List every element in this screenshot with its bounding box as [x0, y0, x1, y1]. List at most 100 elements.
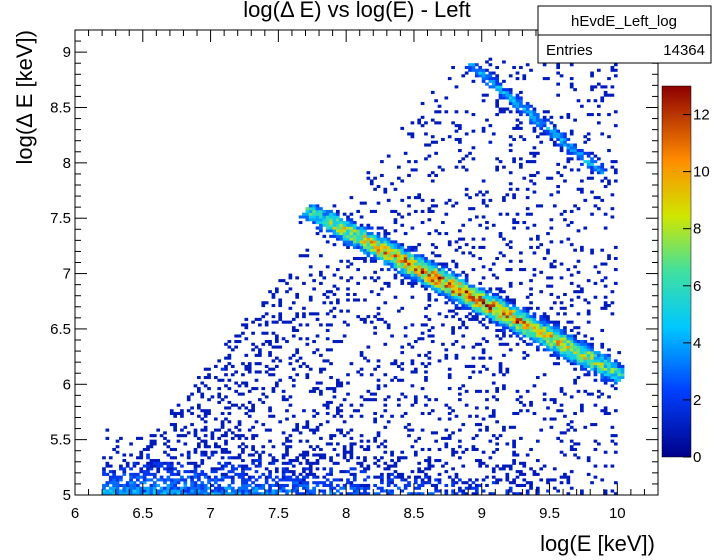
heatmap-cell-719	[271, 320, 276, 324]
heatmap-cell-2278	[471, 287, 476, 291]
heatmap-cell-3021	[546, 129, 550, 133]
heatmap-cell-2751	[519, 409, 523, 413]
heatmap-cell-1262	[349, 232, 354, 236]
heatmap-cell-1010	[319, 370, 323, 374]
heatmap-cell-1854	[424, 315, 428, 319]
heatmap-cell-1837	[420, 198, 425, 202]
heatmap-cell-1774	[413, 265, 418, 269]
heatmap-cell-1374	[366, 492, 371, 495]
heatmap-cell-214	[169, 456, 174, 460]
heatmap-cell-2241	[468, 306, 472, 310]
heatmap-cell-1484	[380, 486, 384, 490]
heatmap-cell-2527	[495, 65, 499, 70]
heatmap-cell-3346	[580, 151, 584, 155]
heatmap-cell-2739	[515, 101, 520, 106]
heatmap-cell-340	[200, 428, 205, 432]
heatmap-cell-297	[193, 483, 198, 487]
heatmap-cell-3473	[596, 196, 601, 200]
heatmap-cell-3153	[559, 140, 564, 144]
heatmap-cell-2692	[512, 306, 516, 310]
heatmap-cell-1601	[393, 273, 398, 277]
heatmap-cell-2309	[474, 309, 479, 313]
heatmap-cell-2619	[505, 304, 510, 308]
heatmap-cell-1704	[407, 281, 411, 285]
heatmap-cell-1859	[424, 279, 428, 283]
heatmap-cell-958	[312, 414, 316, 418]
heatmap-cell-1642	[400, 478, 405, 482]
heatmap-cell-1305	[356, 256, 361, 261]
heatmap-cell-3443	[593, 364, 598, 368]
x-tick-label-4: 8	[342, 505, 350, 522]
heatmap-cell-818	[291, 486, 296, 490]
heatmap-cell-1508	[383, 461, 388, 465]
heatmap-cell-3252	[569, 143, 574, 147]
heatmap-cell-2213	[464, 301, 469, 305]
heatmap-cell-2374	[481, 290, 486, 294]
heatmap-cell-404	[213, 428, 218, 432]
heatmap-cell-1014	[319, 281, 323, 285]
heatmap-cell-2956	[539, 315, 544, 319]
heatmap-cell-3342	[580, 179, 584, 183]
heatmap-cell-2673	[512, 478, 516, 482]
heatmap-cell-3092	[556, 409, 560, 413]
heatmap-cell-1339	[359, 232, 364, 236]
heatmap-cell-1370	[363, 232, 367, 236]
heatmap-cell-2627	[505, 107, 510, 111]
heatmap-cell-657	[261, 423, 266, 427]
heatmap-cell-1503	[380, 226, 384, 230]
heatmap-cell-2799	[522, 312, 527, 316]
heatmap-cell-3184	[563, 143, 567, 147]
heatmap-cell-243	[176, 434, 181, 438]
heatmap-cell-2924	[535, 334, 540, 338]
heatmap-cell-1986	[437, 276, 442, 280]
heatmap-cell-1287	[352, 234, 357, 238]
heatmap-cell-3020	[546, 132, 550, 136]
heatmap-cell-3003	[546, 342, 550, 346]
heatmap-cell-2212	[464, 304, 469, 308]
heatmap-cell-3527	[603, 362, 608, 366]
heatmap-cell-3551	[607, 370, 611, 374]
heatmap-cell-1294	[356, 489, 361, 493]
heatmap-cell-2377	[481, 265, 486, 269]
heatmap-cell-3552	[607, 367, 611, 371]
heatmap-cell-2522	[495, 85, 499, 89]
heatmap-cell-1980	[437, 292, 442, 297]
heatmap-cell-1844	[424, 467, 428, 471]
heatmap-cell-1701	[407, 428, 411, 432]
heatmap-cell-1189	[342, 456, 347, 460]
heatmap-cell-3226	[569, 395, 574, 399]
heatmap-cell-637	[258, 475, 262, 479]
heatmap-cell-3173	[563, 334, 567, 338]
heatmap-cell-3295	[576, 359, 581, 363]
heatmap-cell-2655	[508, 245, 513, 249]
heatmap-cell-2057	[447, 367, 452, 371]
heatmap-cell-482	[227, 353, 232, 357]
heatmap-cell-1005	[319, 436, 323, 440]
heatmap-cell-3476	[596, 165, 601, 169]
heatmap-cell-3600	[613, 409, 618, 413]
heatmap-cell-596	[251, 489, 255, 493]
heatmap-cell-503	[234, 472, 238, 476]
heatmap-cell-2965	[539, 121, 544, 125]
heatmap-cell-726	[274, 483, 279, 487]
heatmap-cell-3587	[610, 193, 615, 197]
heatmap-cell-1241	[349, 483, 354, 487]
heatmap-cell-501	[234, 492, 238, 495]
heatmap-cell-26	[112, 492, 116, 495]
heatmap-cell-3196	[566, 359, 571, 363]
heatmap-cell-3145	[559, 276, 564, 280]
heatmap-cell-3158	[559, 74, 564, 78]
heatmap-cell-815	[288, 276, 293, 280]
heatmap-cell-2185	[461, 304, 466, 308]
heatmap-cell-2806	[522, 110, 527, 114]
heatmap-cell-2239	[468, 317, 472, 321]
heatmap-cell-2667	[508, 93, 513, 97]
heatmap-cell-3037	[549, 334, 554, 338]
heatmap-cell-2014	[441, 168, 445, 172]
heatmap-cell-1656	[400, 279, 405, 283]
heatmap-cell-3405	[590, 364, 594, 368]
heatmap-cell-2732	[515, 187, 520, 191]
heatmap-cell-1836	[420, 209, 425, 213]
heatmap-cell-139	[149, 472, 154, 476]
heatmap-cell-1792	[417, 436, 422, 440]
